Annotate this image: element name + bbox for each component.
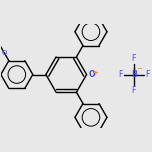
Text: −: −	[136, 66, 142, 73]
Text: F: F	[118, 70, 122, 79]
Text: F: F	[132, 86, 136, 95]
Text: F: F	[132, 54, 136, 63]
Text: O: O	[1, 50, 7, 55]
Text: +: +	[92, 69, 98, 76]
Text: O: O	[88, 70, 95, 79]
Text: F: F	[145, 70, 150, 79]
Text: B: B	[131, 70, 137, 79]
